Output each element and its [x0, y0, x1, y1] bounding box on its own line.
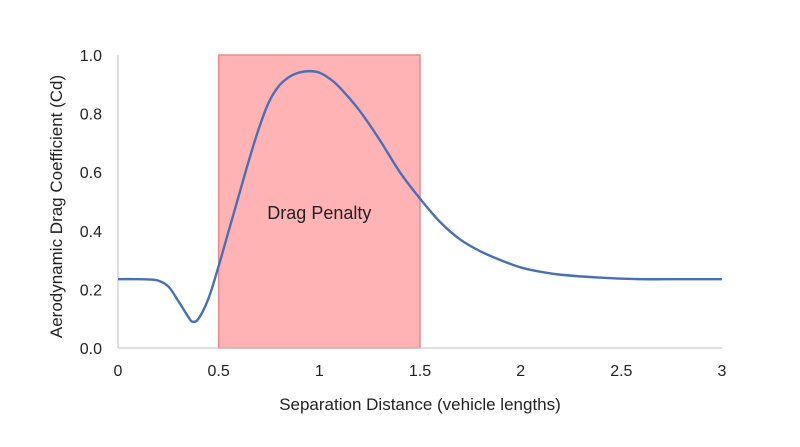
drag-penalty-label: Drag Penalty [267, 203, 371, 223]
shaded-region-layer [217, 54, 421, 349]
x-tick-label: 0.5 [208, 363, 230, 380]
y-tick-label: 0.2 [80, 282, 102, 299]
series-line-0 [117, 69, 722, 324]
x-tick-label: 3 [718, 363, 727, 380]
axes [117, 55, 722, 349]
tick-labels: 0 0.5 1 1.5 2 2.5 3 0.0 0.2 0.4 0.6 0.8 1.0 [80, 48, 727, 380]
x-tick-label: 1 [315, 363, 324, 380]
shaded-region-0 [217, 54, 421, 349]
x-tick-label: 2.5 [610, 363, 632, 380]
series-layer [117, 69, 722, 324]
y-tick-label: 0.6 [80, 165, 102, 182]
y-axis-title: Aerodynamic Drag Coefficient (Cd) [47, 75, 66, 338]
x-tick-label: 0 [114, 363, 123, 380]
y-tick-label: 0.8 [80, 107, 102, 124]
x-axis-title: Separation Distance (vehicle lengths) [279, 395, 561, 414]
y-tick-label: 0.4 [80, 224, 102, 241]
y-tick-label: 0.0 [80, 341, 102, 358]
y-tick-label: 1.0 [80, 48, 102, 65]
x-tick-label: 2 [516, 363, 525, 380]
x-tick-label: 1.5 [409, 363, 431, 380]
